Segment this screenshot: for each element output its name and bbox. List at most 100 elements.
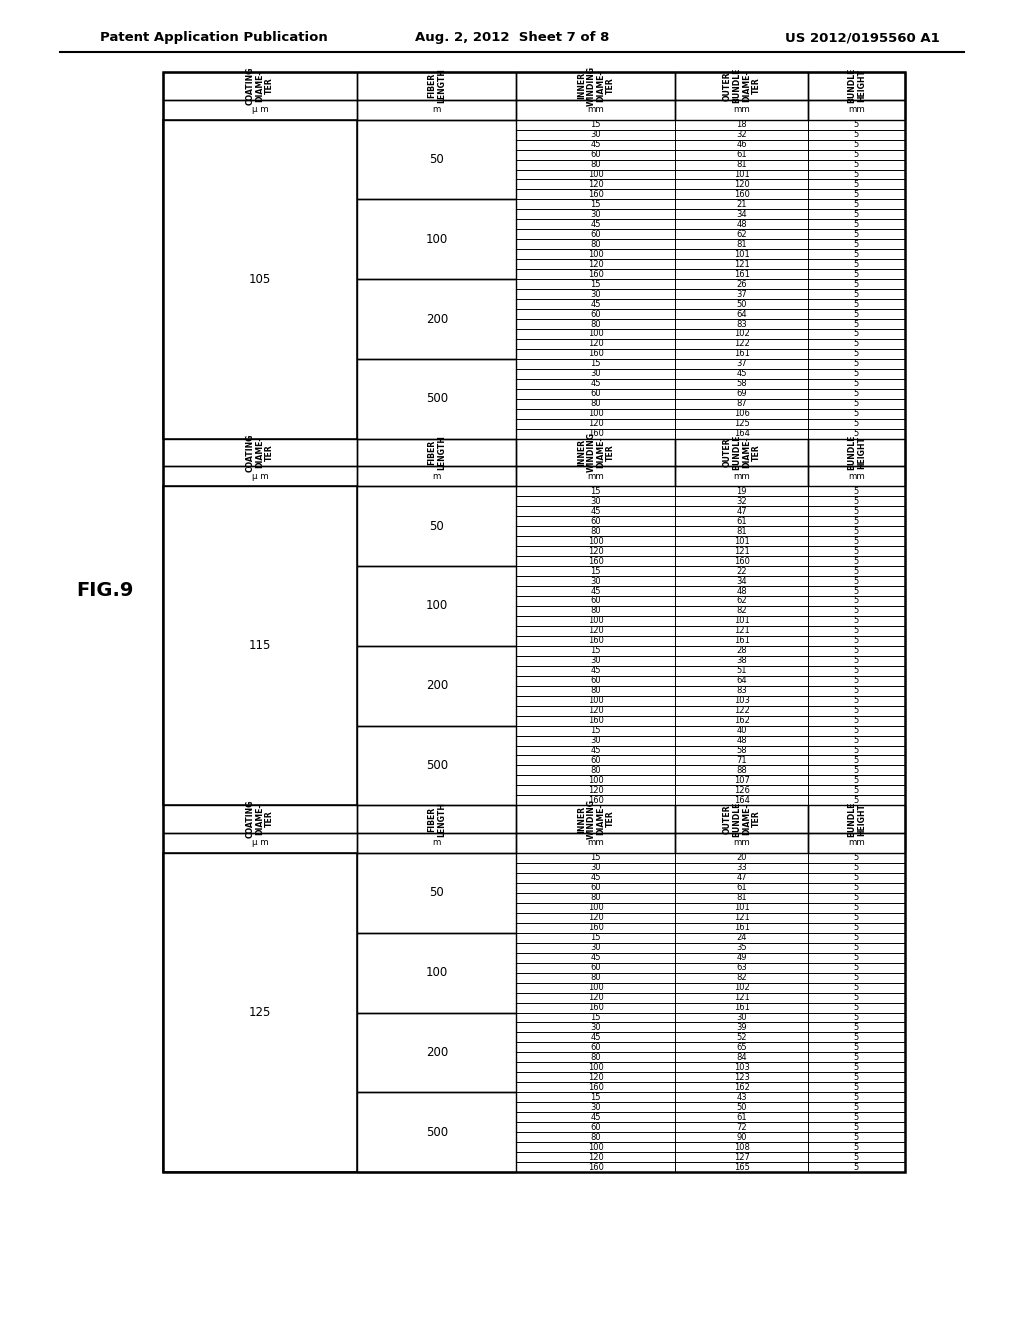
Text: 121: 121 — [734, 993, 750, 1002]
Text: 5: 5 — [854, 300, 859, 309]
Text: 5: 5 — [854, 933, 859, 942]
Bar — [516, 1032, 676, 1043]
Bar — [676, 368, 808, 379]
Bar — [163, 120, 357, 438]
Text: 51: 51 — [736, 667, 746, 676]
Bar — [516, 516, 676, 527]
Text: 15: 15 — [591, 120, 601, 129]
Text: 500: 500 — [426, 759, 447, 772]
Bar — [163, 73, 357, 99]
Bar — [357, 73, 516, 99]
Text: 160: 160 — [588, 269, 604, 279]
Bar — [676, 863, 808, 873]
Text: 5: 5 — [854, 210, 859, 219]
Text: 161: 161 — [733, 923, 750, 932]
Text: 5: 5 — [854, 1043, 859, 1052]
Text: 72: 72 — [736, 1122, 746, 1131]
Text: 50: 50 — [429, 520, 444, 533]
Bar — [516, 726, 676, 735]
Bar — [516, 953, 676, 962]
Bar — [676, 696, 808, 706]
Text: FIBER
LENGTH: FIBER LENGTH — [427, 801, 446, 837]
Bar — [808, 1162, 905, 1172]
Bar — [676, 656, 808, 665]
Bar — [808, 735, 905, 746]
Bar — [808, 636, 905, 645]
Text: 115: 115 — [249, 639, 271, 652]
Text: 15: 15 — [591, 1012, 601, 1022]
Text: mm: mm — [588, 471, 604, 480]
Bar — [516, 219, 676, 230]
Bar — [808, 685, 905, 696]
Bar — [516, 438, 676, 466]
Text: mm: mm — [588, 838, 604, 847]
Text: 500: 500 — [426, 392, 447, 405]
Bar — [516, 636, 676, 645]
Text: 5: 5 — [854, 546, 859, 556]
Bar — [676, 883, 808, 892]
Text: 30: 30 — [591, 1023, 601, 1032]
Bar — [516, 1023, 676, 1032]
Bar — [516, 962, 676, 973]
Text: OUTER
BUNDLE
DIAME-
TER: OUTER BUNDLE DIAME- TER — [723, 69, 761, 103]
Text: 5: 5 — [854, 330, 859, 338]
Text: OUTER
BUNDLE
DIAME-
TER: OUTER BUNDLE DIAME- TER — [723, 801, 761, 837]
Text: 162: 162 — [733, 1082, 750, 1092]
Bar — [808, 1002, 905, 1012]
Text: 63: 63 — [736, 964, 746, 972]
Bar — [676, 706, 808, 715]
Text: 65: 65 — [736, 1043, 746, 1052]
Text: 121: 121 — [734, 546, 750, 556]
Bar — [516, 933, 676, 942]
Bar — [516, 418, 676, 429]
Text: 101: 101 — [734, 249, 750, 259]
Bar — [808, 279, 905, 289]
Bar — [676, 249, 808, 259]
Text: 5: 5 — [854, 280, 859, 289]
Bar — [516, 486, 676, 496]
Bar — [516, 706, 676, 715]
Bar — [808, 160, 905, 169]
Text: 82: 82 — [736, 973, 746, 982]
Bar — [516, 546, 676, 556]
Text: 82: 82 — [736, 606, 746, 615]
Text: 64: 64 — [736, 310, 746, 318]
Text: 80: 80 — [591, 973, 601, 982]
Bar — [676, 685, 808, 696]
Text: 30: 30 — [736, 1012, 746, 1022]
Bar — [676, 626, 808, 636]
Bar — [676, 1043, 808, 1052]
Text: 5: 5 — [854, 516, 859, 525]
Text: 120: 120 — [588, 706, 604, 715]
Text: 106: 106 — [733, 409, 750, 418]
Bar — [808, 329, 905, 339]
Bar — [676, 259, 808, 269]
Text: 5: 5 — [854, 883, 859, 892]
Bar — [808, 190, 905, 199]
Text: 5: 5 — [854, 894, 859, 903]
Text: 5: 5 — [854, 399, 859, 408]
Bar — [676, 1113, 808, 1122]
Bar — [676, 576, 808, 586]
Text: 120: 120 — [734, 180, 750, 189]
Text: 80: 80 — [591, 1133, 601, 1142]
Text: 81: 81 — [736, 894, 746, 903]
Bar — [676, 676, 808, 685]
Text: 101: 101 — [734, 170, 750, 180]
Bar — [808, 230, 905, 239]
Text: 5: 5 — [854, 766, 859, 775]
Text: 5: 5 — [854, 389, 859, 399]
Text: 30: 30 — [591, 210, 601, 219]
Text: 102: 102 — [734, 983, 750, 993]
Bar — [516, 785, 676, 796]
Text: 125: 125 — [734, 420, 750, 428]
Text: 37: 37 — [736, 289, 746, 298]
Bar — [808, 1072, 905, 1082]
Bar — [676, 279, 808, 289]
Bar — [516, 982, 676, 993]
Bar — [357, 279, 516, 359]
Text: 58: 58 — [736, 746, 746, 755]
Text: 35: 35 — [736, 944, 746, 952]
Text: 83: 83 — [736, 319, 746, 329]
Bar — [676, 735, 808, 746]
